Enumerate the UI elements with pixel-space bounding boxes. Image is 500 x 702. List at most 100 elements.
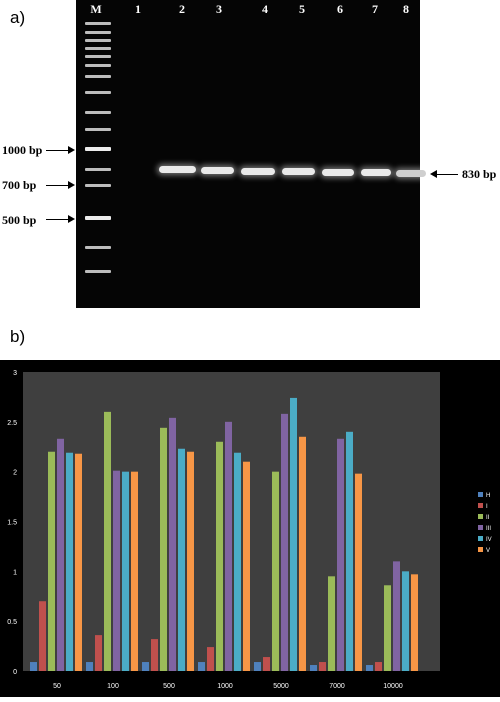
- bar-IV-100: [122, 471, 129, 671]
- product-arrowhead: [430, 170, 437, 178]
- legend-label-I: I: [486, 504, 488, 510]
- x-tick-label: 100: [107, 683, 119, 690]
- sample-band-lane-2: [159, 166, 196, 173]
- lane-label-1: 1: [135, 2, 141, 16]
- marker-arrow-1000: [46, 150, 70, 151]
- lane-label-6: 6: [337, 2, 343, 16]
- bar-V-100: [131, 471, 138, 671]
- bar-V-1000: [243, 461, 250, 671]
- ladder-band: [85, 39, 111, 42]
- gel-image: M 1 2 3 4 5 6 7 8: [76, 0, 426, 308]
- y-tick-label: 0: [13, 669, 17, 676]
- ladder-band: [85, 128, 111, 131]
- bar-V-50: [75, 453, 82, 671]
- y-tick-label: 2: [13, 470, 17, 477]
- bar-IV-5000: [290, 397, 297, 671]
- bar-I-1000: [207, 647, 214, 671]
- bar-V-10000: [411, 574, 418, 671]
- legend-label-IV: IV: [486, 537, 492, 543]
- bar-IV-50: [66, 452, 73, 671]
- marker-label-700: 700 bp: [2, 178, 37, 192]
- marker-arrowhead-700: [68, 181, 75, 189]
- bar-II-100: [104, 411, 111, 671]
- x-tick-label: 500: [163, 683, 175, 690]
- bar-H-500: [142, 662, 149, 671]
- lane-label-3: 3: [216, 2, 222, 16]
- x-tick-label: 7000: [329, 683, 345, 690]
- bar-I-7000: [319, 662, 326, 671]
- y-tick-label: 0.5: [7, 619, 17, 626]
- x-tick-label: 5000: [273, 683, 289, 690]
- bar-II-7000: [328, 576, 335, 671]
- bar-H-1000: [198, 662, 205, 671]
- legend-swatch-I: [478, 503, 483, 508]
- legend-swatch-V: [478, 547, 483, 552]
- marker-arrowhead-500: [68, 215, 75, 223]
- ladder-band: [85, 31, 111, 34]
- bar-IV-7000: [346, 431, 353, 671]
- ladder-band-700: [85, 184, 111, 187]
- product-label: 830 bp: [462, 167, 497, 181]
- marker-label-1000: 1000 bp: [2, 143, 43, 157]
- bar-III-7000: [337, 438, 344, 671]
- marker-arrow-500: [46, 219, 70, 220]
- ladder-band: [85, 55, 111, 58]
- legend-swatch-II: [478, 514, 483, 519]
- bar-I-50: [39, 601, 46, 671]
- bar-III-500: [169, 417, 176, 671]
- legend-label-III: III: [486, 526, 491, 532]
- legend-swatch-IV: [478, 536, 483, 541]
- legend-swatch-H: [478, 492, 483, 497]
- lane-label-7: 7: [372, 2, 378, 16]
- x-tick-label: 50: [53, 683, 61, 690]
- ladder-band: [85, 64, 111, 67]
- ladder-band: [85, 270, 111, 273]
- bar-H-100: [86, 662, 93, 671]
- ladder-band: [85, 91, 111, 94]
- bar-III-50: [57, 438, 64, 671]
- bar-III-100: [113, 470, 120, 671]
- bar-H-10000: [366, 665, 373, 671]
- panel-a-label: a): [10, 8, 26, 27]
- x-tick-label: 1000: [217, 683, 233, 690]
- bar-II-50: [48, 451, 55, 671]
- panel-b-label: b): [10, 327, 26, 346]
- marker-label-500: 500 bp: [2, 213, 37, 227]
- bar-III-5000: [281, 413, 288, 671]
- lane-label-2: 2: [179, 2, 185, 16]
- bar-I-500: [151, 639, 158, 671]
- sample-band-lane-8: [396, 170, 426, 177]
- lane-label-8: 8: [403, 2, 409, 16]
- lane-label-m: M: [90, 2, 102, 16]
- bar-I-5000: [263, 657, 270, 671]
- sample-band-lane-6: [322, 169, 354, 176]
- ladder-band: [85, 75, 111, 78]
- y-tick-label: 1.5: [7, 520, 17, 527]
- legend-label-V: V: [486, 548, 490, 554]
- bar-III-10000: [393, 561, 400, 671]
- sample-band-lane-7: [361, 169, 391, 176]
- bar-V-7000: [355, 473, 362, 671]
- bar-I-100: [95, 635, 102, 671]
- bar-chart: 0 0.5 1 1.5 2 2.5 3 50 100 500 1000 5000 7000 10000 …: [0, 360, 500, 697]
- y-tick-label: 1: [13, 569, 17, 576]
- bar-IV-10000: [402, 571, 409, 671]
- bar-II-5000: [272, 471, 279, 671]
- bar-I-10000: [375, 662, 382, 671]
- lane-label-5: 5: [299, 2, 305, 16]
- marker-arrowhead-1000: [68, 146, 75, 154]
- legend-label-H: H: [486, 493, 490, 499]
- ladder-band: [85, 168, 111, 171]
- sample-band-lane-3: [201, 167, 234, 174]
- x-tick-label: 10000: [383, 683, 403, 690]
- sample-band-lane-4: [241, 168, 275, 175]
- bar-H-5000: [254, 662, 261, 671]
- ladder-band: [85, 246, 111, 249]
- ladder-band-500: [85, 216, 111, 220]
- lane-label-4: 4: [262, 2, 268, 16]
- bar-V-5000: [299, 436, 306, 671]
- ladder-band-1000: [85, 147, 111, 151]
- y-tick-label: 3: [13, 370, 17, 377]
- bar-IV-500: [178, 448, 185, 671]
- bar-II-500: [160, 427, 167, 671]
